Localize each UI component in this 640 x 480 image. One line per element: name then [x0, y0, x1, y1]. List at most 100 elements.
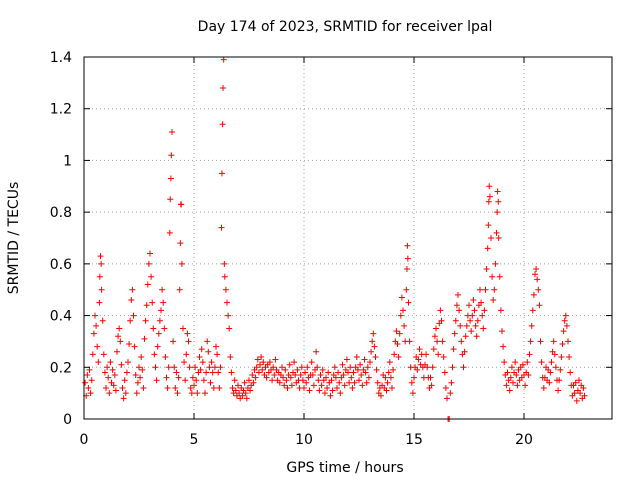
data-point: [165, 364, 172, 371]
data-point: [514, 382, 521, 389]
data-point: [310, 382, 317, 389]
data-point: [372, 353, 379, 360]
data-point: [170, 338, 177, 345]
data-point: [470, 297, 477, 304]
data-point: [405, 299, 412, 306]
data-point: [219, 121, 226, 128]
data-point: [456, 307, 463, 314]
data-point: [180, 325, 186, 332]
data-point: [225, 312, 232, 319]
data-point: [306, 387, 313, 394]
data-point: [336, 379, 343, 386]
data-point: [361, 356, 368, 363]
data-point: [228, 369, 235, 376]
data-point: [222, 286, 229, 293]
data-point: [97, 253, 104, 260]
data-point: [427, 374, 434, 381]
data-point: [137, 374, 144, 381]
data-point: [159, 286, 166, 293]
data-point: [138, 353, 145, 360]
data-point: [252, 374, 259, 381]
data-point: [335, 369, 342, 376]
data-point: [401, 322, 408, 329]
data-point: [224, 299, 230, 306]
data-point: [357, 361, 364, 368]
data-point: [561, 317, 568, 324]
data-point: [153, 377, 160, 384]
data-point: [462, 333, 469, 340]
data-point: [185, 338, 192, 345]
data-point: [82, 379, 89, 386]
data-point: [525, 372, 532, 379]
data-point: [415, 356, 422, 363]
data-point: [279, 364, 285, 371]
data-point: [231, 377, 238, 384]
x-axis-label: GPS time / hours: [286, 460, 403, 476]
data-point: [540, 384, 547, 391]
data-point: [449, 364, 456, 371]
data-point: [276, 379, 283, 386]
data-point: [450, 346, 457, 353]
y-tick-label: 0.2: [50, 360, 72, 376]
data-point: [513, 372, 520, 379]
data-point: [148, 273, 155, 280]
data-point: [472, 322, 479, 329]
data-point: [123, 369, 130, 376]
data-point: [403, 266, 410, 273]
data-point: [90, 330, 97, 337]
data-point: [442, 384, 449, 391]
data-point: [350, 369, 357, 376]
data-point: [161, 325, 168, 332]
axis-ticks: [83, 56, 612, 420]
data-point: [89, 351, 96, 358]
data-point: [139, 366, 146, 373]
x-tick-label: 20: [515, 432, 533, 448]
grid: [84, 57, 612, 419]
data-point: [385, 369, 392, 376]
data-point: [141, 335, 148, 342]
data-point: [303, 379, 310, 386]
data-point: [187, 384, 194, 391]
data-point: [227, 353, 234, 360]
data-point: [221, 260, 228, 267]
data-point: [571, 390, 578, 397]
data-point: [200, 377, 207, 384]
data-point: [134, 379, 141, 386]
data-point: [455, 291, 461, 298]
data-point: [194, 390, 201, 397]
data-point: [463, 322, 470, 329]
data-point: [408, 379, 415, 386]
data-point: [552, 364, 559, 371]
data-point: [403, 286, 410, 293]
data-point: [397, 312, 404, 319]
data-point: [284, 384, 291, 391]
data-point: [530, 291, 537, 298]
data-point: [166, 229, 173, 236]
data-point: [559, 341, 566, 348]
data-point: [217, 364, 224, 371]
data-point: [386, 359, 393, 366]
data-point: [431, 333, 438, 340]
data-point: [396, 330, 403, 337]
data-point: [416, 346, 423, 353]
data-point: [260, 359, 267, 366]
data-point: [577, 390, 584, 397]
data-point: [365, 374, 372, 381]
data-points: [82, 56, 588, 422]
data-point: [156, 317, 163, 324]
data-point: [527, 338, 534, 345]
data-point: [164, 384, 171, 391]
data-point: [533, 266, 540, 273]
data-point: [160, 299, 167, 306]
y-tick-label: 1: [63, 153, 72, 169]
data-point: [369, 338, 376, 345]
data-point: [206, 364, 213, 371]
data-point: [503, 382, 510, 389]
data-point: [555, 387, 562, 394]
data-point: [199, 359, 206, 366]
data-point: [169, 128, 175, 135]
data-point: [126, 341, 133, 348]
data-point: [387, 374, 394, 381]
data-point: [532, 271, 538, 278]
